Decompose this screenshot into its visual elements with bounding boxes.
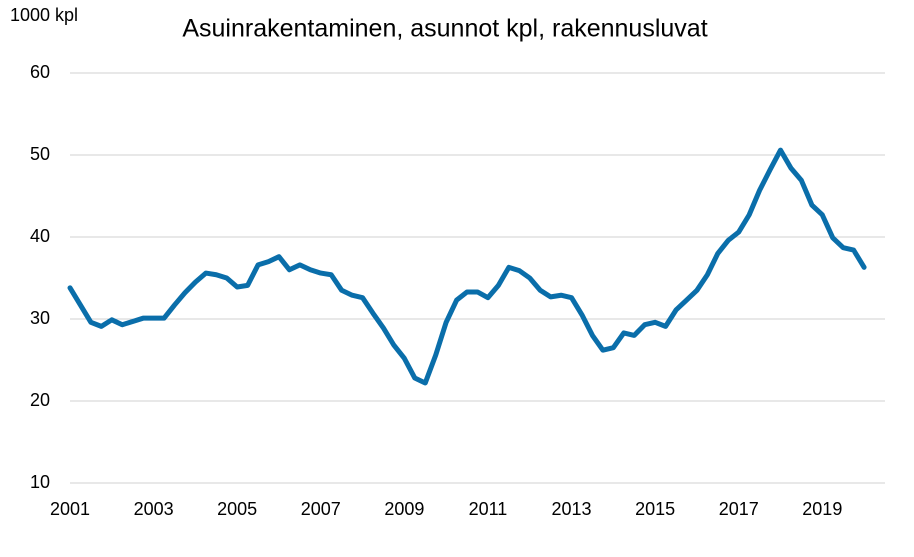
x-tick-label: 2013 [552,499,592,519]
x-tick-label: 2011 [469,499,508,519]
y-axis-label: 1000 kpl [10,5,78,25]
y-tick-label: 40 [30,226,50,246]
x-tick-label: 2005 [217,499,257,519]
y-tick-label: 30 [30,308,50,328]
data-line [67,147,867,386]
x-tick-label: 2015 [635,499,675,519]
x-tick-label: 2019 [802,499,842,519]
y-tick-label: 10 [30,472,50,492]
x-tick-label: 2007 [301,499,341,519]
x-tick-label: 2009 [384,499,424,519]
y-tick-label: 50 [30,144,50,164]
y-tick-label: 60 [30,62,50,82]
x-tick-label: 2001 [50,499,90,519]
x-tick-label: 2003 [134,499,174,519]
x-tick-label: 2017 [719,499,759,519]
y-tick-label: 20 [30,390,50,410]
chart-title: Asuinrakentaminen, asunnot kpl, rakennus… [182,15,707,43]
